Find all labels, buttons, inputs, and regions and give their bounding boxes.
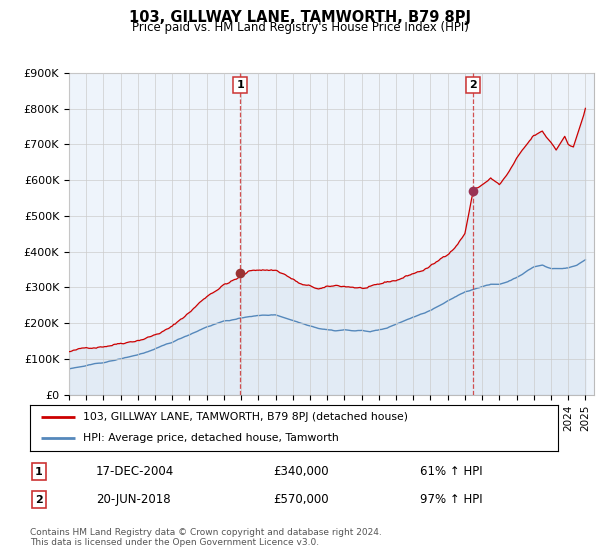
Text: 61% ↑ HPI: 61% ↑ HPI	[420, 465, 482, 478]
Text: 97% ↑ HPI: 97% ↑ HPI	[420, 493, 482, 506]
Text: 2: 2	[35, 494, 43, 505]
Text: 103, GILLWAY LANE, TAMWORTH, B79 8PJ (detached house): 103, GILLWAY LANE, TAMWORTH, B79 8PJ (de…	[83, 412, 408, 422]
Text: Contains HM Land Registry data © Crown copyright and database right 2024.
This d: Contains HM Land Registry data © Crown c…	[30, 528, 382, 547]
Text: £340,000: £340,000	[273, 465, 329, 478]
Text: HPI: Average price, detached house, Tamworth: HPI: Average price, detached house, Tamw…	[83, 433, 338, 444]
Text: 1: 1	[236, 80, 244, 90]
Text: £570,000: £570,000	[273, 493, 329, 506]
Text: 20-JUN-2018: 20-JUN-2018	[96, 493, 170, 506]
Text: 2: 2	[469, 80, 476, 90]
Text: Price paid vs. HM Land Registry's House Price Index (HPI): Price paid vs. HM Land Registry's House …	[131, 21, 469, 34]
Text: 103, GILLWAY LANE, TAMWORTH, B79 8PJ: 103, GILLWAY LANE, TAMWORTH, B79 8PJ	[129, 10, 471, 25]
Text: 1: 1	[35, 466, 43, 477]
Text: 17-DEC-2004: 17-DEC-2004	[96, 465, 174, 478]
